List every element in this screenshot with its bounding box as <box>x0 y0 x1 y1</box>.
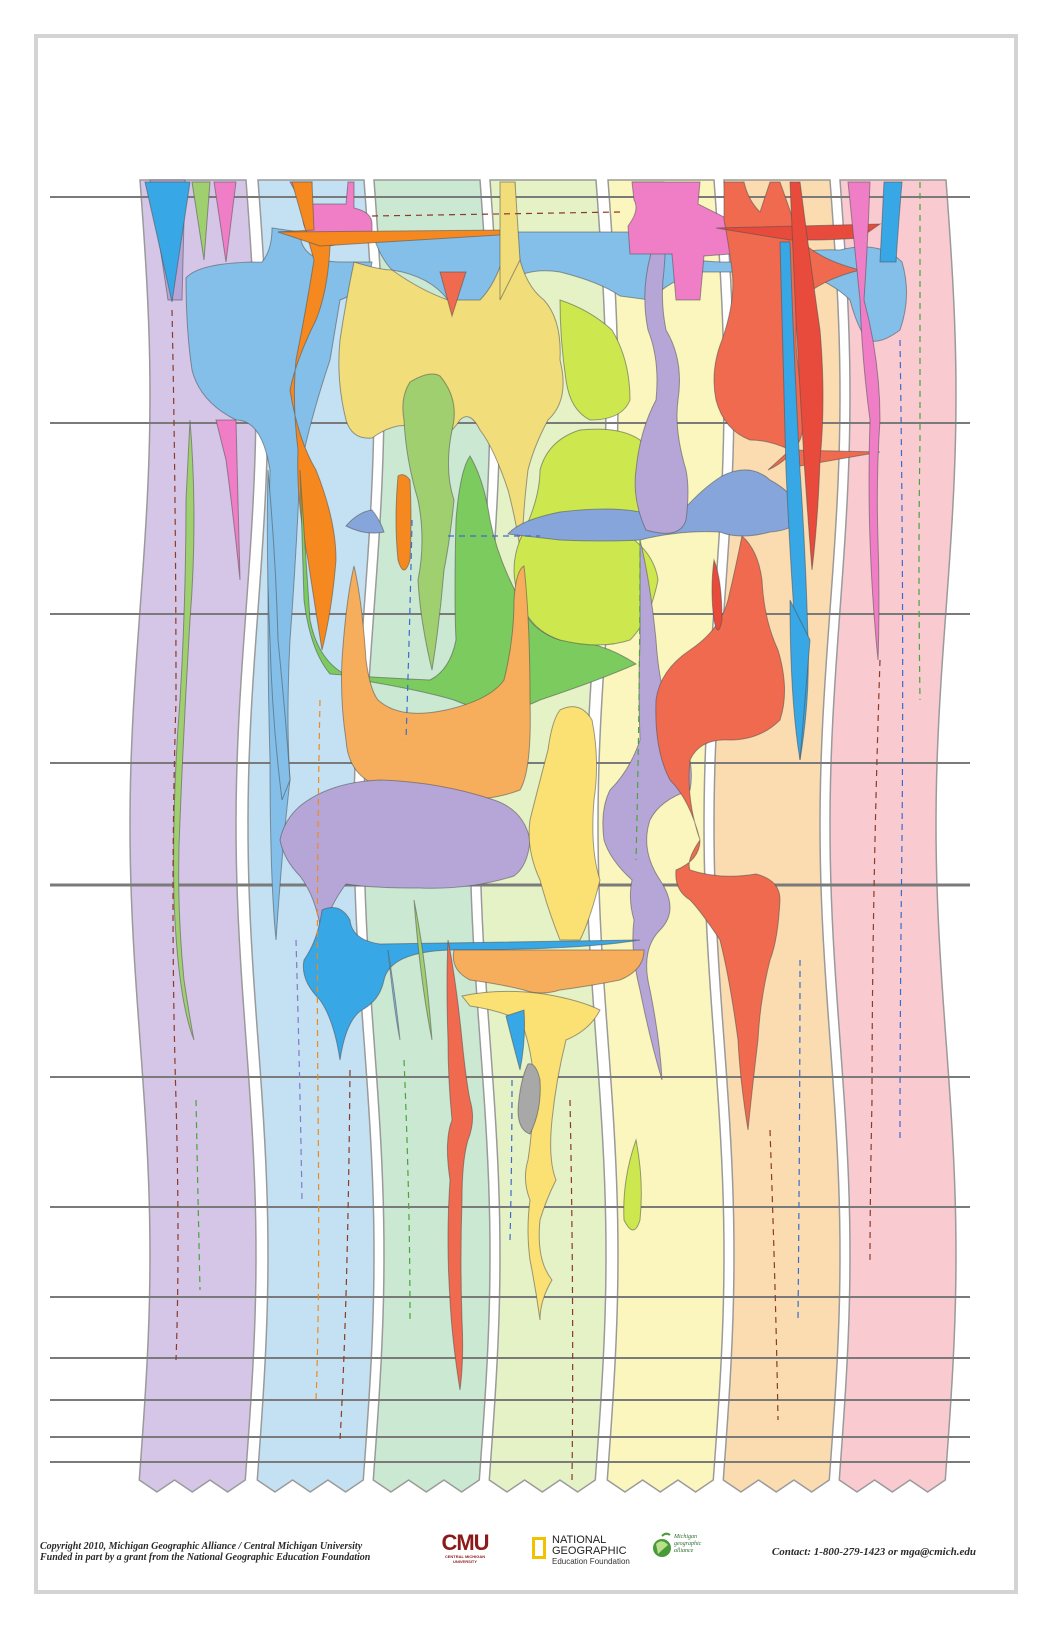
blue-stream-col7 <box>879 181 903 263</box>
trace-col2-brown <box>339 1069 351 1441</box>
periwinkle-blob-left <box>345 509 385 534</box>
natgeo-line-1: NATIONAL <box>552 1534 607 1546</box>
column-band-7 <box>829 179 957 1493</box>
trace-col4-brown <box>569 1099 574 1481</box>
red-pin-col3 <box>439 271 467 318</box>
trace-col6-brown <box>769 1129 779 1421</box>
pink-stream-col7 <box>847 181 881 661</box>
trace-top-brown <box>371 211 621 217</box>
orange-pill-col3 <box>395 474 412 571</box>
blue-drop-lower <box>505 1009 525 1071</box>
blue-thin-col3 <box>387 949 401 1041</box>
cmu-logo-subtext: CENTRAL MICHIGAN UNIVERSITY <box>444 1554 486 1564</box>
stream-shapes <box>144 179 908 1391</box>
blue-wedge-col7 <box>789 599 811 761</box>
trace-col3-green <box>403 1059 411 1321</box>
dashed-traces <box>171 181 921 1481</box>
trace-col3-blue <box>405 519 413 741</box>
orange-stream-col2 <box>277 181 373 651</box>
blue-wedge-col1 <box>144 181 191 303</box>
yellow-tongue-top <box>499 181 521 301</box>
trace-col2-orange <box>315 699 321 1401</box>
purple-bean-mid <box>279 779 531 941</box>
copyright-line-1: Copyright 2010, Michigan Geographic Alli… <box>40 1541 363 1552</box>
mga-logo-text: Michigan geographic alliance <box>674 1534 702 1554</box>
green-sliver-col1 <box>173 419 195 1041</box>
contact-text: Contact: 1-800-279-1423 or mga@cmich.edu <box>771 1546 976 1558</box>
natgeo-logo-text: NATIONAL GEOGRAPHIC <box>552 1535 627 1557</box>
pink-wedge-col1 <box>213 181 237 263</box>
red-sliver-col6 <box>711 558 723 631</box>
sage-wedge-col1 <box>191 181 211 261</box>
light-orange-bowl <box>452 949 645 994</box>
copyright-text: Copyright 2010, Michigan Geographic Alli… <box>40 1541 370 1563</box>
lime-leaf-col5 <box>623 1138 642 1231</box>
trace-col2-purple <box>295 939 303 1201</box>
gold-stream-mid <box>528 706 601 941</box>
natgeo-subtext: Education Foundation <box>552 1557 630 1566</box>
cmu-logo: CMU CENTRAL MICHIGAN UNIVERSITY <box>436 1530 494 1565</box>
red-mass-right <box>655 535 786 1131</box>
sage-thin-col3 <box>413 899 433 1041</box>
light-blue-thin-col2 <box>266 469 291 801</box>
trace-col1 <box>171 309 179 1361</box>
trace-col7-blue <box>899 339 904 1141</box>
copyright-line-2: Funded in part by a grant from the Natio… <box>40 1552 371 1563</box>
mga-logo: Michigan geographic alliance <box>650 1530 720 1570</box>
natgeo-line-2: GEOGRAPHIC <box>552 1545 627 1557</box>
trace-col4-blue <box>509 1079 513 1241</box>
pink-sliver-col1 <box>215 419 241 581</box>
sage-stream-col3 <box>402 373 455 671</box>
lime-mass-col4 <box>513 299 659 646</box>
cmu-logo-text: CMU <box>441 1530 489 1555</box>
trace-col6-blue <box>797 959 801 1321</box>
red-stream-col3-lower <box>446 939 474 1391</box>
trace-col7-brown <box>869 659 881 1261</box>
trace-col1b <box>195 1099 201 1291</box>
light-orange-mass <box>341 565 531 801</box>
column-band-1 <box>129 179 257 1493</box>
natgeo-frame-icon <box>532 1537 546 1559</box>
trace-col5-green <box>635 539 641 861</box>
mga-globe-icon <box>653 1532 671 1557</box>
blue-mass-lower <box>302 907 641 1061</box>
red-thin-right <box>789 181 824 571</box>
trace-col7-green <box>918 181 921 701</box>
grey-blob-lower <box>517 1063 541 1135</box>
